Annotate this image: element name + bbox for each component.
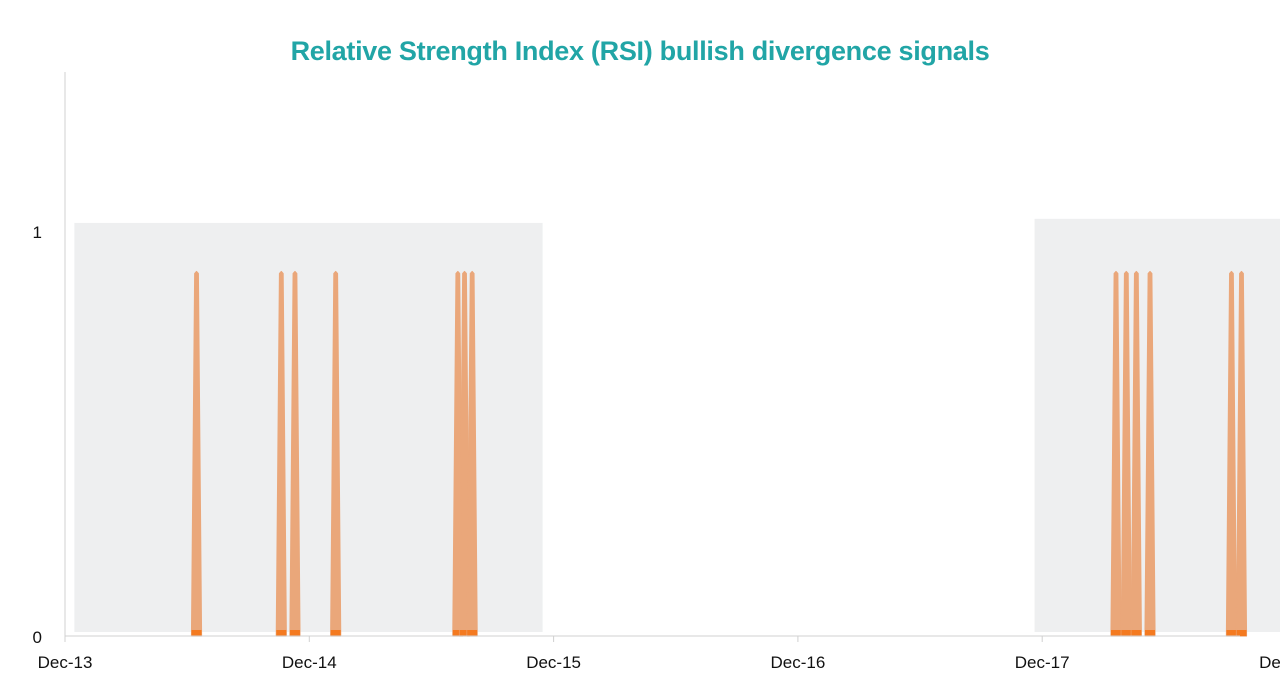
x-tick-label-4: Dec-16 <box>770 653 825 672</box>
signal-series <box>190 270 1248 637</box>
shaded-periods <box>74 218 1280 632</box>
signal-base-10 <box>1131 630 1142 636</box>
signal-base-7 <box>467 630 478 636</box>
y-tick-label-1: 0 <box>33 628 42 647</box>
axes <box>64 72 1240 637</box>
x-tick-label-5: Dec-17 <box>1015 653 1070 672</box>
signal-base-13 <box>1236 630 1247 636</box>
x-axis-ticks: Dec-13Dec-14Dec-15Dec-16Dec-17Dec-18Dec-… <box>38 636 1280 672</box>
x-tick-label-1: Dec-13 <box>38 653 93 672</box>
signal-base-11 <box>1145 630 1156 636</box>
signal-base-5 <box>452 630 463 636</box>
signal-base-4 <box>330 630 341 636</box>
y-tick-label-2: 1 <box>33 223 42 242</box>
chart-title: Relative Strength Index (RSI) bullish di… <box>290 36 990 66</box>
x-tick-label-6: Dec-18 <box>1259 653 1280 672</box>
signal-base-12 <box>1226 630 1237 636</box>
signal-base-8 <box>1110 630 1121 636</box>
x-tick-label-3: Dec-15 <box>526 653 581 672</box>
signal-base-9 <box>1121 630 1132 636</box>
signal-base-6 <box>459 630 470 636</box>
signal-base-2 <box>276 630 287 636</box>
x-tick-label-2: Dec-14 <box>282 653 337 672</box>
signal-base-3 <box>289 630 300 636</box>
y-axis-ticks: 01 <box>33 223 42 647</box>
signal-base-1 <box>191 630 202 636</box>
